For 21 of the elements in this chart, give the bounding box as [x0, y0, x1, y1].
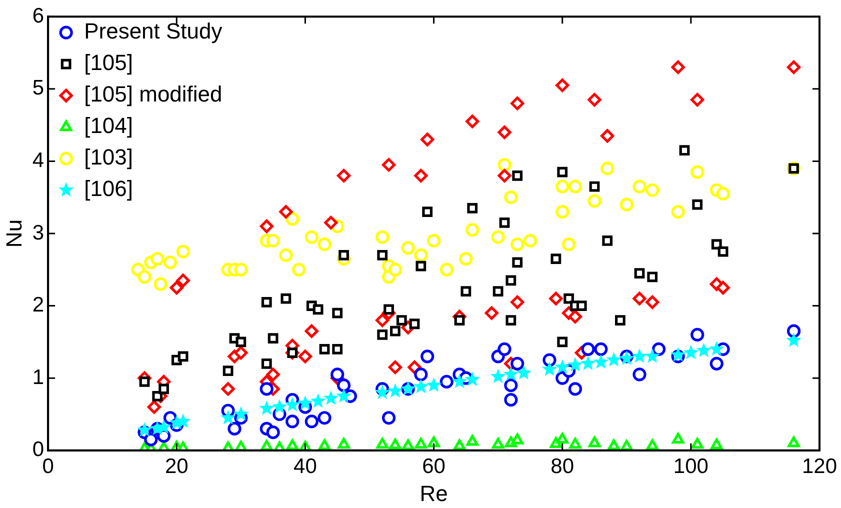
x-tick-label: 100 [673, 454, 708, 478]
legend-label: [105] [84, 50, 134, 76]
y-tick-label: 2 [32, 294, 44, 317]
y-tick-label: 5 [32, 76, 44, 100]
x-tick-label: 120 [802, 454, 838, 478]
x-axis-title: Re [420, 480, 448, 506]
y-tick-label: 4 [32, 148, 44, 172]
y-tick-label: 0 [32, 438, 44, 462]
x-tick-label: 40 [294, 454, 317, 478]
legend-label: Present Study [84, 18, 222, 44]
legend-label: [105] modified [84, 82, 222, 107]
y-tick-label: 1 [32, 366, 44, 389]
x-tick-label: 80 [550, 454, 574, 478]
x-tick-label: 60 [422, 454, 446, 478]
y-tick-label: 3 [32, 221, 44, 244]
legend-label: [104] [84, 113, 134, 138]
legend-label: [103] [84, 144, 134, 170]
legend-label: [106] [84, 176, 134, 202]
y-tick-label: 6 [32, 4, 44, 28]
y-axis-title: Nu [1, 219, 26, 248]
x-tick-label: 20 [164, 454, 188, 478]
